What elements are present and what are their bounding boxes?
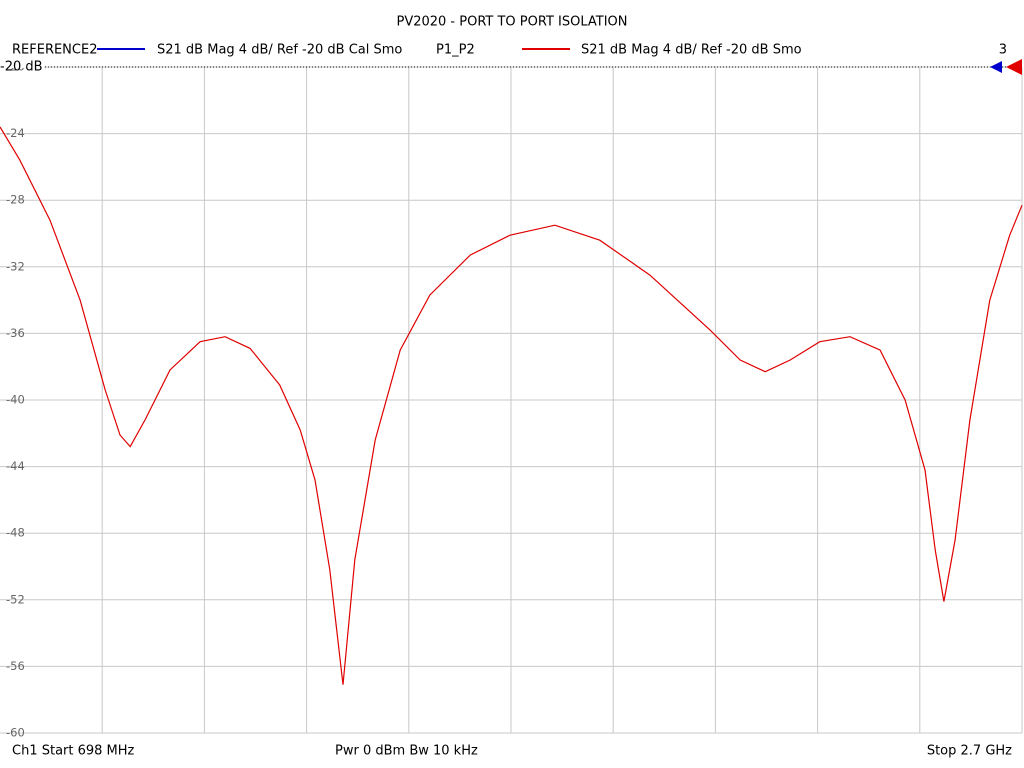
y-tick-label: -60 xyxy=(6,726,25,740)
reference-arrow xyxy=(1006,59,1022,75)
y-tick-label: -44 xyxy=(6,459,25,473)
y-tick-label: -52 xyxy=(6,592,25,606)
trace xyxy=(0,126,1023,685)
channel-marker: 3 xyxy=(999,43,1007,58)
y-tick-label: -48 xyxy=(6,526,25,540)
y-tick-label: -36 xyxy=(6,326,25,340)
reference-level: -20 dB xyxy=(0,60,43,75)
legend-label: S21 dB Mag 4 dB/ Ref -20 dB Smo xyxy=(581,43,802,58)
legend-name: REFERENCE2 xyxy=(12,43,97,58)
reference-arrow xyxy=(990,61,1002,73)
chart-title: PV2020 - PORT TO PORT ISOLATION xyxy=(396,15,627,30)
footer-stop: Stop 2.7 GHz xyxy=(927,744,1012,759)
label-bg xyxy=(0,58,44,68)
y-tick-label: -28 xyxy=(6,193,25,207)
y-tick-label: -40 xyxy=(6,393,25,407)
grid: -60-56-52-48-44-40-36-32-28-24-20 xyxy=(0,60,1023,740)
footer-start: Ch1 Start 698 MHz xyxy=(12,744,135,759)
footer-power: Pwr 0 dBm Bw 10 kHz xyxy=(335,744,478,759)
legend-label: S21 dB Mag 4 dB/ Ref -20 dB Cal Smo xyxy=(157,43,402,58)
y-tick-label: -24 xyxy=(6,126,25,140)
y-tick-label: -56 xyxy=(6,659,25,673)
legend-name: P1_P2 xyxy=(436,43,475,58)
y-tick-label: -32 xyxy=(6,259,25,273)
